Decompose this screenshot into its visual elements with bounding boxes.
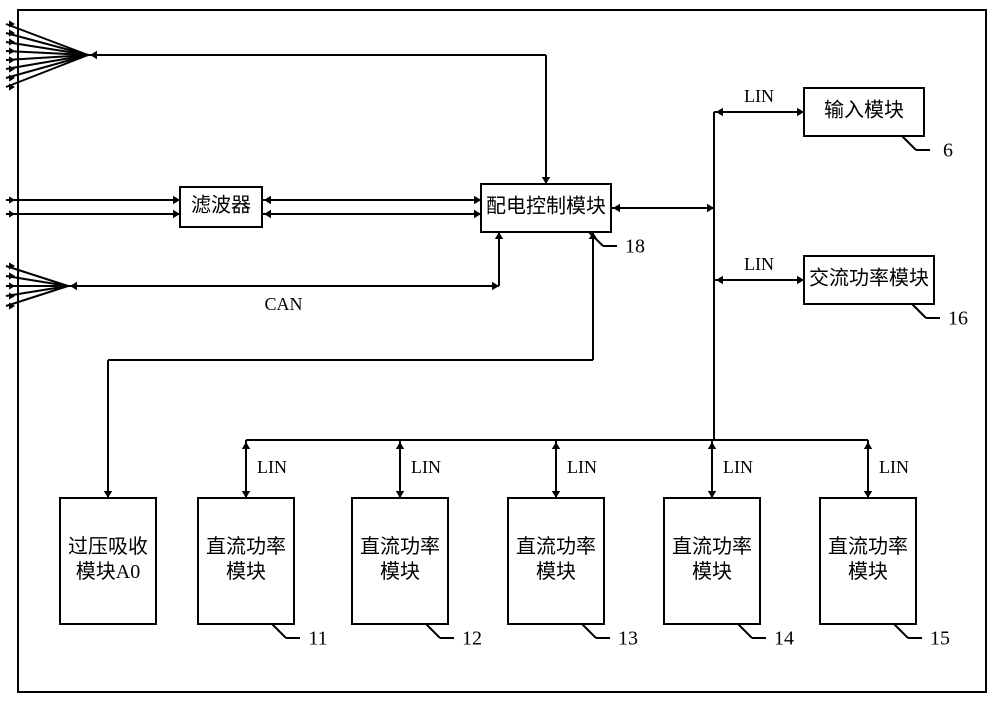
svg-text:11: 11	[308, 628, 327, 650]
svg-text:LIN: LIN	[744, 254, 774, 274]
svg-text:直流功率: 直流功率	[828, 535, 908, 558]
svg-text:15: 15	[930, 628, 950, 650]
svg-text:模块A0: 模块A0	[76, 560, 140, 583]
svg-text:LIN: LIN	[879, 457, 909, 477]
svg-text:13: 13	[618, 628, 638, 650]
svg-text:输入模块: 输入模块	[824, 99, 904, 122]
svg-text:LIN: LIN	[744, 86, 774, 106]
svg-text:模块: 模块	[380, 560, 420, 583]
svg-text:直流功率: 直流功率	[206, 535, 286, 558]
svg-text:模块: 模块	[226, 560, 266, 583]
svg-text:配电控制模块: 配电控制模块	[486, 195, 606, 218]
svg-text:6: 6	[943, 140, 953, 162]
svg-text:交流功率模块: 交流功率模块	[809, 267, 929, 290]
svg-text:CAN: CAN	[264, 294, 302, 314]
svg-text:滤波器: 滤波器	[191, 194, 251, 217]
svg-text:LIN: LIN	[411, 457, 441, 477]
svg-text:14: 14	[774, 628, 794, 650]
svg-text:直流功率: 直流功率	[516, 535, 596, 558]
svg-text:直流功率: 直流功率	[672, 535, 752, 558]
svg-text:模块: 模块	[692, 560, 732, 583]
svg-text:16: 16	[948, 308, 968, 330]
svg-text:12: 12	[462, 628, 482, 650]
svg-text:模块: 模块	[536, 560, 576, 583]
svg-text:过压吸收: 过压吸收	[68, 535, 148, 558]
svg-text:LIN: LIN	[567, 457, 597, 477]
svg-text:18: 18	[625, 236, 645, 258]
svg-text:模块: 模块	[848, 560, 888, 583]
svg-text:LIN: LIN	[257, 457, 287, 477]
svg-text:直流功率: 直流功率	[360, 535, 440, 558]
svg-text:LIN: LIN	[723, 457, 753, 477]
